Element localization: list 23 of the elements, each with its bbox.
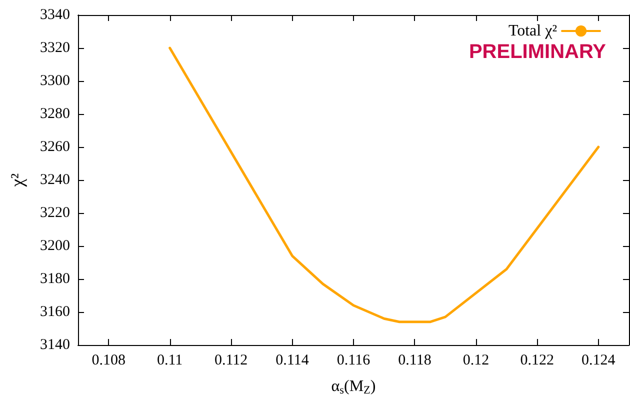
y-tick-label: 3260: [40, 139, 70, 155]
y-tick-label: 3280: [40, 106, 70, 122]
x-tick-label: 0.11: [156, 352, 183, 368]
y-tick-label: 3140: [40, 337, 70, 353]
y-tick-label: 3340: [40, 7, 70, 23]
x-tick-label: 0.12: [462, 352, 490, 368]
y-tick-label: 3240: [40, 172, 70, 188]
y-tick-label: 3160: [40, 304, 70, 320]
x-tick-label: 0.118: [398, 352, 432, 368]
x-tick-label: 0.108: [92, 352, 126, 368]
x-tick-label: 0.116: [336, 352, 371, 368]
x-tick-label: 0.124: [582, 352, 616, 368]
annotation: PRELIMINARY: [468, 41, 607, 63]
y-tick-label: 3220: [40, 205, 70, 221]
y-tick-label: 3200: [40, 238, 70, 254]
x-tick-label: 0.112: [214, 352, 248, 368]
y-tick-label: 3320: [40, 40, 70, 56]
x-tick-label: 0.114: [276, 352, 310, 368]
y-axis-title: χ²: [7, 173, 27, 188]
y-tick-label: 3300: [40, 73, 70, 89]
x-tick-label: 0.122: [520, 352, 554, 368]
y-tick-label: 3180: [40, 271, 70, 287]
legend-label: Total χ²: [508, 22, 558, 40]
